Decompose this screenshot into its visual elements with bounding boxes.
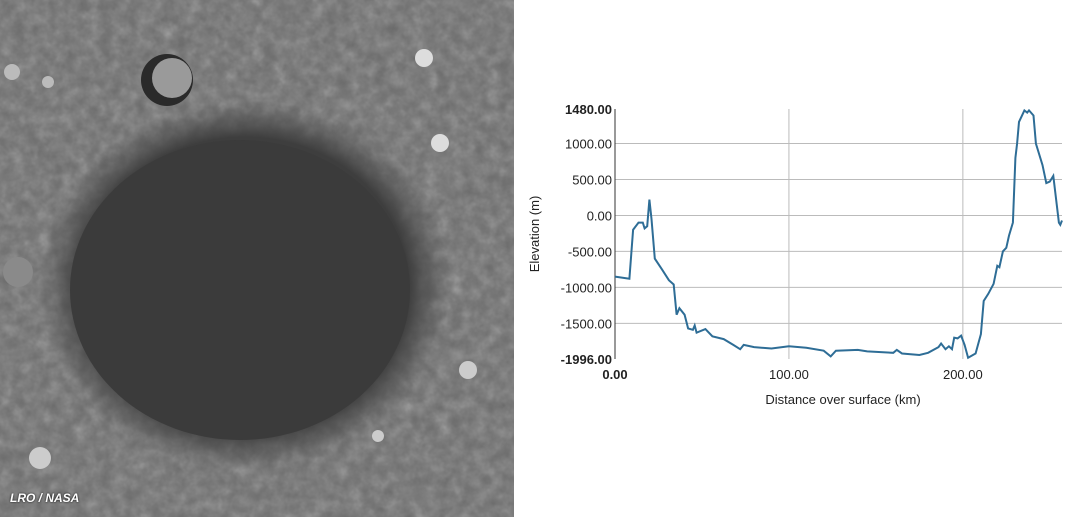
lunar-surface-image bbox=[0, 0, 514, 517]
elevation-profile-chart: 1480.00 1000.00 500.00 0.00 -500.00 -1000.00 -… bbox=[527, 102, 1063, 407]
y-tick-label: -1000.00 bbox=[561, 280, 612, 295]
y-tick-label: -1500.00 bbox=[561, 316, 612, 331]
y-tick-label: -1996.00 bbox=[561, 352, 612, 367]
x-tick-label: 0.00 bbox=[602, 367, 627, 382]
y-tick-label: -500.00 bbox=[568, 244, 612, 259]
y-tick-label: 1480.00 bbox=[565, 102, 612, 117]
y-tick-label: 0.00 bbox=[587, 208, 612, 223]
x-axis-label: Distance over surface (km) bbox=[765, 392, 920, 407]
crater bbox=[3, 49, 477, 469]
elevation-line bbox=[614, 108, 1063, 360]
image-credit: LRO / NASA bbox=[10, 491, 80, 505]
x-tick-label: 200.00 bbox=[943, 367, 983, 382]
x-tick-label: 100.00 bbox=[769, 367, 809, 382]
y-tick-label: 500.00 bbox=[572, 172, 612, 187]
y-axis-label: Elevation (m) bbox=[527, 196, 542, 273]
y-tick-label: 1000.00 bbox=[565, 137, 612, 152]
